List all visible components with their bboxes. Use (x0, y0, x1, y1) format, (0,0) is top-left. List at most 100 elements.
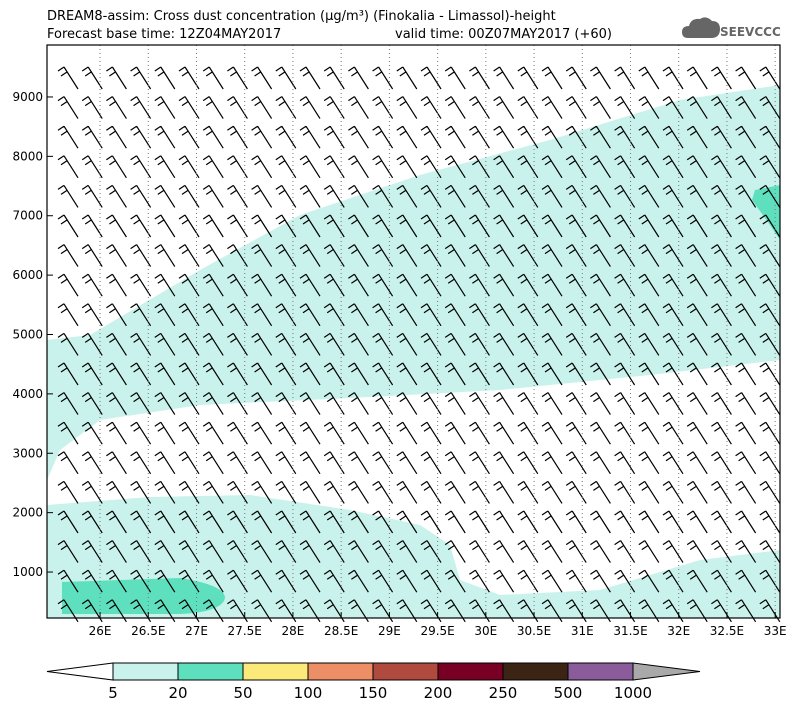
wind-barb (565, 510, 587, 534)
wind-barb (396, 244, 418, 267)
wind-barb (178, 155, 200, 179)
wind-barb (517, 214, 539, 238)
y-tick-label: 7000 (12, 209, 43, 223)
colorbar-extend-high (632, 662, 701, 681)
wind-barb (251, 184, 273, 208)
wind-barb (686, 392, 708, 415)
wind-barb (323, 480, 345, 504)
wind-barb (565, 392, 587, 415)
wind-barb (396, 540, 418, 563)
wind-barb (154, 569, 176, 593)
wind-barb (590, 392, 611, 415)
wind-barb (57, 480, 79, 504)
wind-barb (251, 421, 273, 445)
wind-barb (202, 244, 224, 267)
wind-barb (299, 125, 321, 149)
wind-barb (372, 273, 394, 297)
wind-barb (493, 125, 515, 149)
wind-barb (81, 303, 103, 327)
wind-barb (275, 392, 297, 415)
wind-barb (420, 451, 442, 475)
wind-barb (759, 421, 781, 445)
wind-barb (759, 155, 781, 179)
wind-barb (178, 540, 200, 563)
wind-barb (662, 480, 684, 504)
wind-barb (711, 184, 732, 208)
wind-barb (81, 421, 103, 445)
wind-barb (686, 155, 708, 179)
wind-barb (517, 155, 539, 179)
wind-barb (130, 273, 152, 297)
wind-barb (614, 392, 636, 415)
wind-barb (444, 540, 466, 563)
wind-barb (493, 303, 515, 327)
wind-barb (178, 303, 200, 327)
wind-barb (81, 155, 103, 179)
wind-barb (396, 510, 418, 534)
wind-barb (130, 480, 152, 504)
wind-barb (420, 96, 442, 119)
wind-barb (372, 184, 394, 208)
wind-barb (759, 303, 781, 327)
wind-barb (541, 184, 563, 208)
y-tick-label: 5000 (12, 327, 43, 341)
wind-barb (735, 273, 757, 297)
wind-barb (420, 303, 442, 327)
wind-barb (154, 540, 176, 563)
wind-barb (493, 332, 515, 356)
wind-barb (251, 451, 273, 475)
wind-barb (686, 273, 708, 297)
wind-barb (711, 155, 732, 179)
wind-barb (202, 303, 224, 327)
wind-barb (154, 96, 176, 119)
wind-barb (178, 569, 200, 593)
wind-barb (106, 362, 127, 386)
wind-barb (662, 332, 684, 356)
wind-barb (590, 155, 611, 179)
wind-barb (444, 244, 466, 267)
wind-barb (154, 362, 176, 386)
wind-barb (251, 510, 273, 534)
wind-barb (444, 332, 466, 356)
wind-barb (396, 480, 418, 504)
wind-barb (299, 273, 321, 297)
wind-barb (759, 540, 781, 563)
wind-barb (469, 96, 490, 119)
wind-barb (444, 303, 466, 327)
wind-barb (420, 244, 442, 267)
wind-barb (396, 392, 418, 415)
wind-barb (735, 451, 757, 475)
wind-barb (735, 244, 757, 267)
wind-barb (251, 303, 273, 327)
wind-barb (81, 451, 103, 475)
wind-barb (735, 96, 757, 119)
wind-barb (348, 125, 369, 149)
wind-barb (57, 273, 79, 297)
wind-barb (565, 540, 587, 563)
wind-barb (275, 569, 297, 593)
wind-barb (686, 421, 708, 445)
wind-barb (565, 451, 587, 475)
wind-barb (662, 66, 684, 90)
wind-barb (372, 96, 394, 119)
wind-barb (565, 66, 587, 90)
wind-barb (735, 303, 757, 327)
wind-barb (759, 66, 781, 90)
wind-barb (541, 96, 563, 119)
wind-barb (469, 273, 490, 297)
wind-barb (711, 569, 732, 593)
wind-barb (57, 125, 79, 149)
wind-barb (541, 540, 563, 563)
wind-barb (541, 273, 563, 297)
wind-barb (711, 332, 732, 356)
wind-barb (299, 184, 321, 208)
wind-barb (565, 125, 587, 149)
wind-barb (106, 392, 127, 415)
wind-barb (372, 451, 394, 475)
wind-barb (711, 510, 732, 534)
wind-barb (444, 451, 466, 475)
wind-barb (590, 303, 611, 327)
wind-barb (154, 125, 176, 149)
wind-barb (227, 421, 248, 445)
wind-barb (57, 540, 79, 563)
